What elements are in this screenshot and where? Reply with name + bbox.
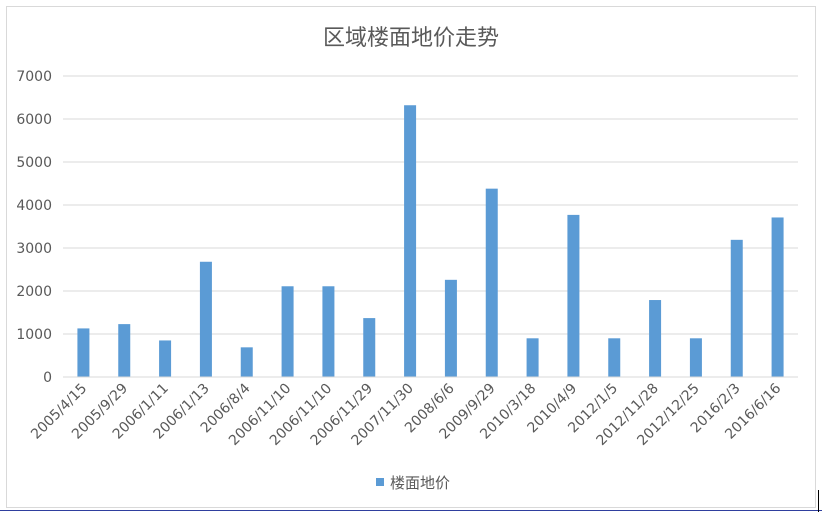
bar <box>118 324 131 377</box>
legend: 楼面地价 <box>376 472 450 492</box>
bar <box>771 217 784 377</box>
y-tick-label: 4000 <box>16 198 52 214</box>
bar <box>526 338 539 377</box>
bar <box>240 347 253 377</box>
y-tick-label: 3000 <box>16 241 52 257</box>
x-axis-tick-labels: 2005/4/152005/9/292006/1/112006/1/132006… <box>28 380 784 448</box>
bar <box>322 286 335 377</box>
bar <box>730 239 743 377</box>
bar <box>199 261 212 377</box>
cursor-mark <box>818 490 819 512</box>
bar <box>444 279 457 377</box>
y-tick-label: 7000 <box>16 69 52 85</box>
bar <box>404 105 417 378</box>
gridlines <box>63 75 798 335</box>
y-axis-tick-labels: 0 1000 2000 3000 4000 5000 6000 7000 <box>16 69 52 386</box>
bar <box>77 328 90 377</box>
bar <box>608 338 621 377</box>
bar <box>281 286 294 377</box>
bar <box>649 300 662 377</box>
bar <box>689 338 702 377</box>
y-tick-label: 6000 <box>16 112 52 128</box>
y-tick-label: 0 <box>43 370 52 386</box>
y-tick-label: 5000 <box>16 155 52 171</box>
bar <box>485 188 498 377</box>
bar <box>567 214 580 377</box>
y-tick-label: 1000 <box>16 327 52 343</box>
bar <box>159 340 172 377</box>
bars <box>77 105 784 378</box>
legend-label: 楼面地价 <box>390 473 451 492</box>
legend-swatch <box>376 478 384 486</box>
bottom-border-line <box>0 510 822 511</box>
y-tick-label: 2000 <box>16 284 52 300</box>
chart-title: 区域楼面地价走势 <box>323 26 499 51</box>
bar <box>363 318 376 377</box>
